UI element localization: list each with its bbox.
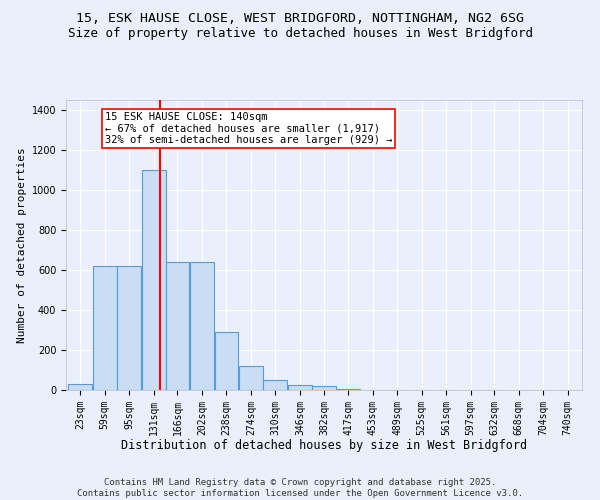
Bar [263, 380, 287, 390]
Text: 15 ESK HAUSE CLOSE: 140sqm
← 67% of detached houses are smaller (1,917)
32% of s: 15 ESK HAUSE CLOSE: 140sqm ← 67% of deta… [105, 112, 392, 145]
Bar [142, 170, 166, 390]
Text: Contains HM Land Registry data © Crown copyright and database right 2025.
Contai: Contains HM Land Registry data © Crown c… [77, 478, 523, 498]
Y-axis label: Number of detached properties: Number of detached properties [17, 147, 28, 343]
Text: 15, ESK HAUSE CLOSE, WEST BRIDGFORD, NOTTINGHAM, NG2 6SG: 15, ESK HAUSE CLOSE, WEST BRIDGFORD, NOT… [76, 12, 524, 26]
Bar [68, 384, 92, 390]
Bar [288, 385, 312, 390]
Bar [215, 332, 238, 390]
Bar [313, 386, 336, 390]
Bar [239, 366, 263, 390]
Bar [336, 389, 360, 390]
X-axis label: Distribution of detached houses by size in West Bridgford: Distribution of detached houses by size … [121, 439, 527, 452]
Bar [118, 266, 141, 390]
Text: Size of property relative to detached houses in West Bridgford: Size of property relative to detached ho… [67, 28, 533, 40]
Bar [190, 262, 214, 390]
Bar [166, 262, 190, 390]
Bar [93, 266, 116, 390]
